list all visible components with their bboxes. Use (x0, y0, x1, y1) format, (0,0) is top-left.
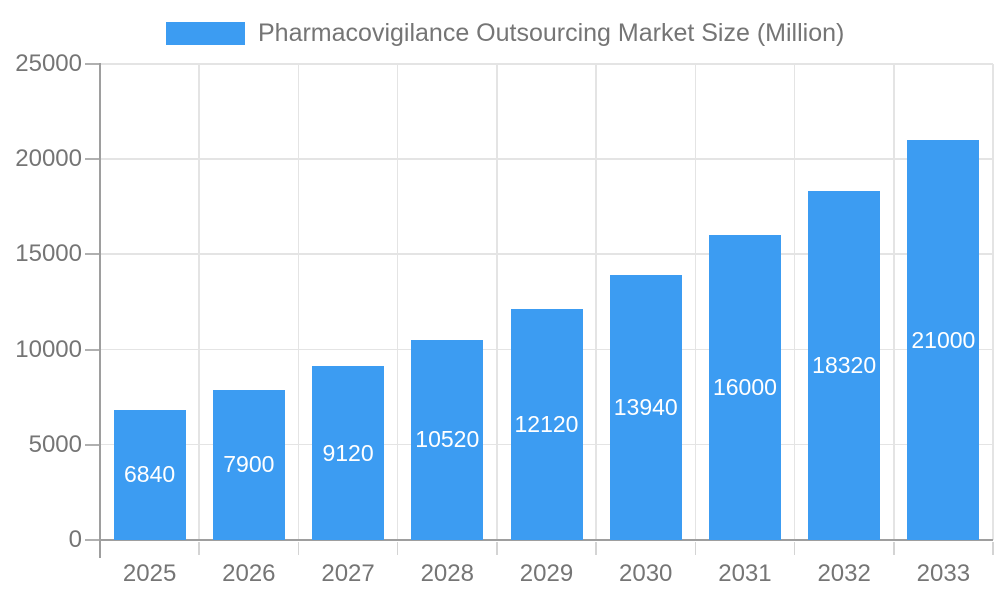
y-axis-label: 15000 (15, 240, 82, 268)
y-axis-label: 10000 (15, 335, 82, 363)
gridline-vertical (992, 64, 994, 540)
bar-2027: 9120 (312, 366, 385, 540)
bar-2028: 10520 (411, 339, 484, 540)
y-axis-tick (85, 348, 100, 351)
bar-value-label: 6840 (124, 461, 176, 488)
x-axis-label: 2031 (718, 560, 772, 587)
x-axis-tick (893, 542, 895, 555)
x-axis-tick (595, 542, 597, 555)
bar-value-label: 21000 (911, 326, 976, 353)
bar-value-label: 12120 (514, 411, 579, 438)
gridline-vertical (595, 64, 597, 540)
bar-value-label: 18320 (812, 352, 877, 379)
gridline-horizontal (100, 253, 993, 255)
x-axis-tick (396, 542, 399, 555)
x-axis-label: 2026 (222, 560, 276, 587)
x-axis-label: 2032 (817, 560, 871, 587)
legend-item[interactable]: Pharmacovigilance Outsourcing Market Siz… (166, 21, 844, 46)
x-axis-tick (99, 542, 101, 558)
bar-2025: 6840 (113, 409, 186, 540)
bar-2026: 7900 (212, 389, 285, 540)
bar-value-label: 10520 (415, 426, 480, 453)
x-axis-tick (496, 542, 498, 555)
bar-value-label: 16000 (712, 374, 777, 401)
x-axis-label: 2029 (519, 560, 574, 587)
bar-value-label: 9120 (322, 439, 374, 466)
bar-value-label: 13940 (613, 393, 678, 420)
x-axis-label: 2030 (619, 560, 673, 587)
x-axis-label: 2027 (321, 560, 375, 587)
gridline-horizontal (100, 158, 993, 160)
y-axis-tick (85, 253, 100, 256)
y-axis-label: 25000 (15, 50, 82, 77)
x-axis-line (99, 539, 993, 541)
gridline-vertical (793, 64, 796, 540)
y-axis-tick (85, 539, 100, 541)
legend-swatch-icon (166, 22, 245, 45)
x-axis-tick (793, 542, 796, 555)
gridline-horizontal (100, 63, 993, 65)
gridline-vertical (297, 64, 300, 540)
y-axis-line (99, 63, 101, 542)
x-axis-tick (198, 542, 200, 555)
gridline-vertical (396, 64, 399, 540)
bar-2029: 12120 (510, 309, 583, 540)
y-axis-label: 5000 (28, 430, 82, 458)
bar-2030: 13940 (609, 274, 682, 540)
bar-value-label: 7900 (223, 451, 275, 478)
gridline-vertical (198, 64, 200, 540)
y-axis-label: 0 (68, 526, 82, 553)
bar-2033: 21000 (907, 140, 980, 540)
gridline-vertical (496, 64, 498, 540)
x-axis-label: 2033 (916, 560, 971, 587)
bar-2031: 16000 (708, 235, 781, 540)
bar-2032: 18320 (808, 191, 881, 540)
legend-label: Pharmacovigilance Outsourcing Market Siz… (258, 19, 845, 47)
x-axis-label: 2025 (122, 560, 177, 587)
y-axis-label: 20000 (15, 145, 82, 173)
y-axis-tick (85, 443, 100, 446)
y-axis-tick (85, 63, 100, 65)
x-axis-tick (694, 542, 697, 555)
y-axis-tick (85, 158, 100, 161)
x-axis-tick (992, 542, 994, 555)
x-axis-tick (297, 542, 300, 555)
gridline-vertical (893, 64, 895, 540)
gridline-vertical (694, 64, 697, 540)
x-axis-label: 2028 (420, 560, 474, 587)
